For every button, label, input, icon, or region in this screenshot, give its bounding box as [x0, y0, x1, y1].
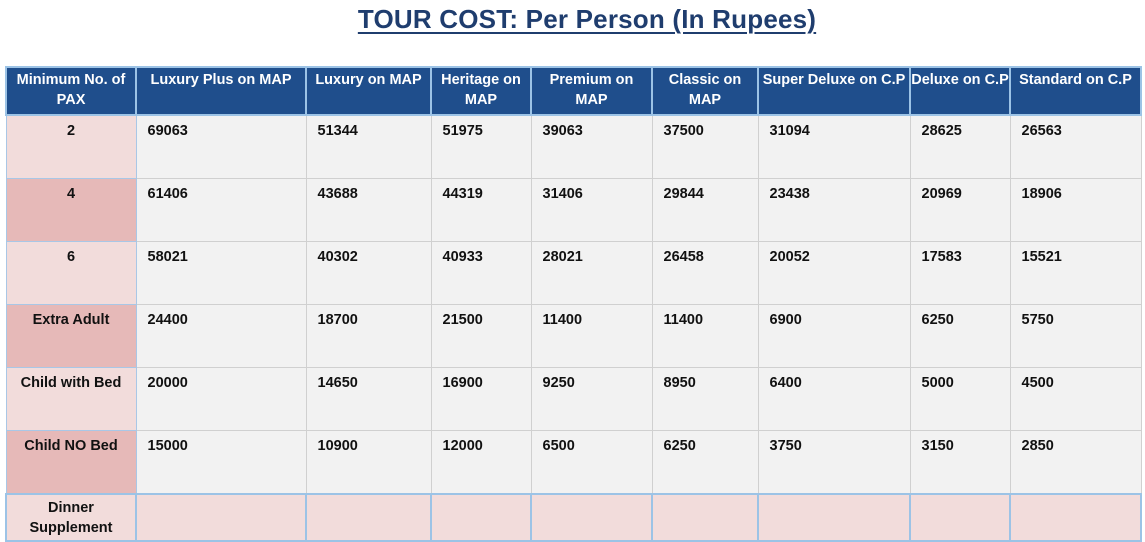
- table-cell: 51344: [305, 114, 432, 179]
- table-cell: 6900: [757, 304, 911, 368]
- table-cell: 40302: [305, 241, 432, 305]
- table-cell: 14650: [305, 367, 432, 431]
- header-cell-min-pax: Minimum No. of PAX: [5, 66, 137, 116]
- row-label: Extra Adult: [5, 304, 137, 368]
- table-cell: [135, 493, 307, 542]
- table-cell: 6500: [530, 430, 653, 495]
- table-cell: 37500: [651, 114, 759, 179]
- table-cell: 8950: [651, 367, 759, 431]
- table-cell: 6250: [651, 430, 759, 495]
- table-cell: 26563: [1009, 114, 1142, 179]
- table-cell: [651, 493, 759, 542]
- table-row: Child with Bed 20000 14650 16900 9250 89…: [5, 367, 1142, 431]
- table-cell: 44319: [430, 178, 532, 242]
- table-row: Dinner Supplement: [5, 493, 1142, 542]
- table-cell: 28021: [530, 241, 653, 305]
- table-cell: 11400: [651, 304, 759, 368]
- table-cell: 5000: [909, 367, 1011, 431]
- table-cell: 21500: [430, 304, 532, 368]
- header-cell-standard-cp: Standard on C.P: [1009, 66, 1142, 116]
- table-row: 2 69063 51344 51975 39063 37500 31094 28…: [5, 114, 1142, 179]
- table-cell: 11400: [530, 304, 653, 368]
- table-cell: [305, 493, 432, 542]
- table-cell: 20052: [757, 241, 911, 305]
- table-cell: 40933: [430, 241, 532, 305]
- table-cell: 20000: [135, 367, 307, 431]
- table-cell: [530, 493, 653, 542]
- table-cell: 3750: [757, 430, 911, 495]
- page-title: TOUR COST: Per Person (In Rupees): [357, 4, 817, 34]
- table-cell: 24400: [135, 304, 307, 368]
- table-cell: 51975: [430, 114, 532, 179]
- table-cell: 39063: [530, 114, 653, 179]
- table-cell: 26458: [651, 241, 759, 305]
- table-cell: 29844: [651, 178, 759, 242]
- table-cell: 2850: [1009, 430, 1142, 495]
- row-label: 4: [5, 178, 137, 242]
- table-cell: 12000: [430, 430, 532, 495]
- table-cell: 10900: [305, 430, 432, 495]
- table-cell: 15521: [1009, 241, 1142, 305]
- row-label: Child NO Bed: [5, 430, 137, 495]
- header-cell-deluxe-cp: Deluxe on C.P: [909, 66, 1011, 116]
- row-label: 6: [5, 241, 137, 305]
- header-cell-heritage-map: Heritage on MAP: [430, 66, 532, 116]
- header-cell-classic-map: Classic on MAP: [651, 66, 759, 116]
- table-cell: 6400: [757, 367, 911, 431]
- tour-cost-table: Minimum No. of PAX Luxury Plus on MAP Lu…: [5, 66, 1142, 542]
- table-cell: 17583: [909, 241, 1011, 305]
- row-label: Dinner Supplement: [5, 493, 137, 542]
- table-cell: 58021: [135, 241, 307, 305]
- table-cell: 69063: [135, 114, 307, 179]
- table-row: Child NO Bed 15000 10900 12000 6500 6250…: [5, 430, 1142, 495]
- table-cell: 4500: [1009, 367, 1142, 431]
- table-cell: 16900: [430, 367, 532, 431]
- table-row: Extra Adult 24400 18700 21500 11400 1140…: [5, 304, 1142, 368]
- table-cell: 18906: [1009, 178, 1142, 242]
- table-cell: [430, 493, 532, 542]
- table-cell: [909, 493, 1011, 542]
- table-cell: 23438: [757, 178, 911, 242]
- table-cell: 15000: [135, 430, 307, 495]
- table-cell: 43688: [305, 178, 432, 242]
- row-label: 2: [5, 114, 137, 179]
- header-cell-luxury-map: Luxury on MAP: [305, 66, 432, 116]
- table-cell: 61406: [135, 178, 307, 242]
- table-row: 6 58021 40302 40933 28021 26458 20052 17…: [5, 241, 1142, 305]
- table-row: 4 61406 43688 44319 31406 29844 23438 20…: [5, 178, 1142, 242]
- table-cell: 31406: [530, 178, 653, 242]
- header-cell-luxury-plus-map: Luxury Plus on MAP: [135, 66, 307, 116]
- header-cell-super-deluxe-cp: Super Deluxe on C.P: [757, 66, 911, 116]
- table-cell: 9250: [530, 367, 653, 431]
- table-cell: 20969: [909, 178, 1011, 242]
- header-cell-premium-map: Premium on MAP: [530, 66, 653, 116]
- table-cell: 28625: [909, 114, 1011, 179]
- row-label: Child with Bed: [5, 367, 137, 431]
- table-cell: 31094: [757, 114, 911, 179]
- table-cell: [1009, 493, 1142, 542]
- table-cell: 18700: [305, 304, 432, 368]
- table-cell: [757, 493, 911, 542]
- table-cell: 6250: [909, 304, 1011, 368]
- table-cell: 3150: [909, 430, 1011, 495]
- table-cell: 5750: [1009, 304, 1142, 368]
- header-row: Minimum No. of PAX Luxury Plus on MAP Lu…: [5, 66, 1142, 116]
